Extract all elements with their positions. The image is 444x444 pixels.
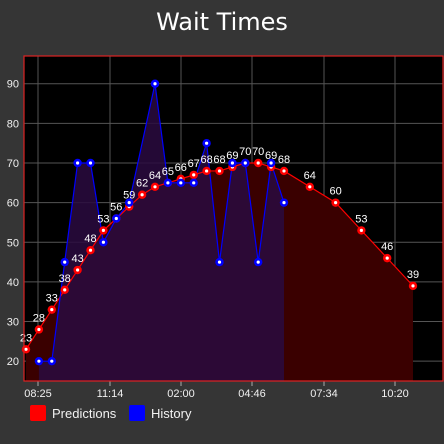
history-point-center <box>101 240 105 244</box>
history-point-center <box>256 260 260 264</box>
predictions-point-center <box>101 228 105 232</box>
history-point-center <box>179 181 183 185</box>
data-label: 38 <box>59 273 71 285</box>
predictions-point-center <box>140 193 144 197</box>
predictions-point-center <box>153 185 157 189</box>
data-label: 53 <box>97 213 109 225</box>
data-label: 60 <box>329 186 341 198</box>
data-label: 62 <box>136 178 148 190</box>
y-tick-label: 30 <box>7 317 19 329</box>
data-label: 68 <box>213 154 225 166</box>
history-point-center <box>50 359 54 363</box>
history-point-center <box>114 216 118 221</box>
data-label: 69 <box>265 150 277 162</box>
predictions-point-center <box>308 185 312 189</box>
data-label: 59 <box>123 190 135 202</box>
data-label: 67 <box>188 158 200 170</box>
data-label: 69 <box>226 150 238 162</box>
y-tick-label: 40 <box>7 277 19 289</box>
plot-border <box>23 55 444 382</box>
data-label: 66 <box>175 162 187 174</box>
predictions-point-center <box>282 169 286 173</box>
data-label: 28 <box>33 312 45 324</box>
data-label: 56 <box>110 202 122 214</box>
x-tick-label: 10:20 <box>381 388 409 400</box>
history-point-center <box>230 161 234 165</box>
y-tick-label: 20 <box>7 356 19 368</box>
data-label: 48 <box>84 233 96 245</box>
predictions-point-center <box>205 169 209 173</box>
history-point-center <box>269 161 273 165</box>
y-tick-label: 50 <box>7 237 19 249</box>
history-point-center <box>88 161 93 165</box>
data-label: 70 <box>239 146 251 158</box>
predictions-point-center <box>63 288 67 292</box>
predictions-swatch <box>30 405 46 421</box>
data-label: 64 <box>149 170 161 182</box>
data-label: 65 <box>162 166 174 178</box>
predictions-point-center <box>24 347 28 351</box>
axes: 20 30 40 50 60 70 80 90 08:25 11:14 02:00 04:46 07:3… <box>7 79 409 400</box>
data-label: 53 <box>355 213 367 225</box>
data-label: 64 <box>304 170 316 182</box>
predictions-point-center <box>256 161 260 165</box>
predictions-point-center <box>411 284 415 288</box>
predictions-point-center <box>359 228 363 232</box>
predictions-point-center <box>50 308 54 312</box>
history-point-center <box>37 359 41 363</box>
y-tick-label: 70 <box>7 158 19 170</box>
history-point-center <box>243 161 247 165</box>
x-tick-label: 07:34 <box>310 388 338 400</box>
data-label: 70 <box>252 146 264 158</box>
series-fills <box>26 83 413 382</box>
predictions-point-center <box>37 327 41 332</box>
history-swatch <box>129 405 145 421</box>
predictions-point-center <box>385 256 389 260</box>
history-point-center <box>166 181 170 185</box>
data-label: 46 <box>381 241 393 253</box>
legend-item-history[interactable]: History <box>129 405 191 421</box>
data-label: 33 <box>46 293 58 305</box>
x-tick-label: 11:14 <box>97 388 124 400</box>
legend-label-predictions: Predictions <box>52 405 117 421</box>
y-tick-label: 90 <box>7 79 19 91</box>
predictions-point-center <box>76 268 80 272</box>
predictions-point-center <box>192 173 196 177</box>
predictions-point-center <box>217 169 222 173</box>
history-point-center <box>205 141 209 145</box>
data-label: 43 <box>71 253 83 265</box>
legend-label-history: History <box>151 405 192 421</box>
history-point-center <box>63 260 67 264</box>
history-point-center <box>153 82 157 86</box>
predictions-point-center <box>334 201 338 205</box>
series-fill-history <box>38 83 285 382</box>
history-point-center <box>76 161 80 165</box>
chart-title: Wait Times <box>156 8 288 36</box>
series-points <box>21 79 418 366</box>
x-tick-label: 08:25 <box>24 388 52 400</box>
x-tick-label: 02:00 <box>167 388 195 400</box>
y-tick-label: 80 <box>7 118 19 130</box>
data-label: 68 <box>278 154 290 166</box>
predictions-point-center <box>88 248 93 252</box>
history-point-center <box>192 181 196 185</box>
y-tick-label: 60 <box>7 198 19 210</box>
data-label: 68 <box>200 154 212 166</box>
data-label: 23 <box>20 332 32 344</box>
history-point-center <box>217 260 222 264</box>
history-point-center <box>127 201 131 205</box>
data-label: 39 <box>407 269 419 281</box>
legend-item-predictions[interactable]: Predictions <box>30 405 116 421</box>
history-point-center <box>282 201 286 205</box>
x-tick-label: 04:46 <box>238 388 266 400</box>
